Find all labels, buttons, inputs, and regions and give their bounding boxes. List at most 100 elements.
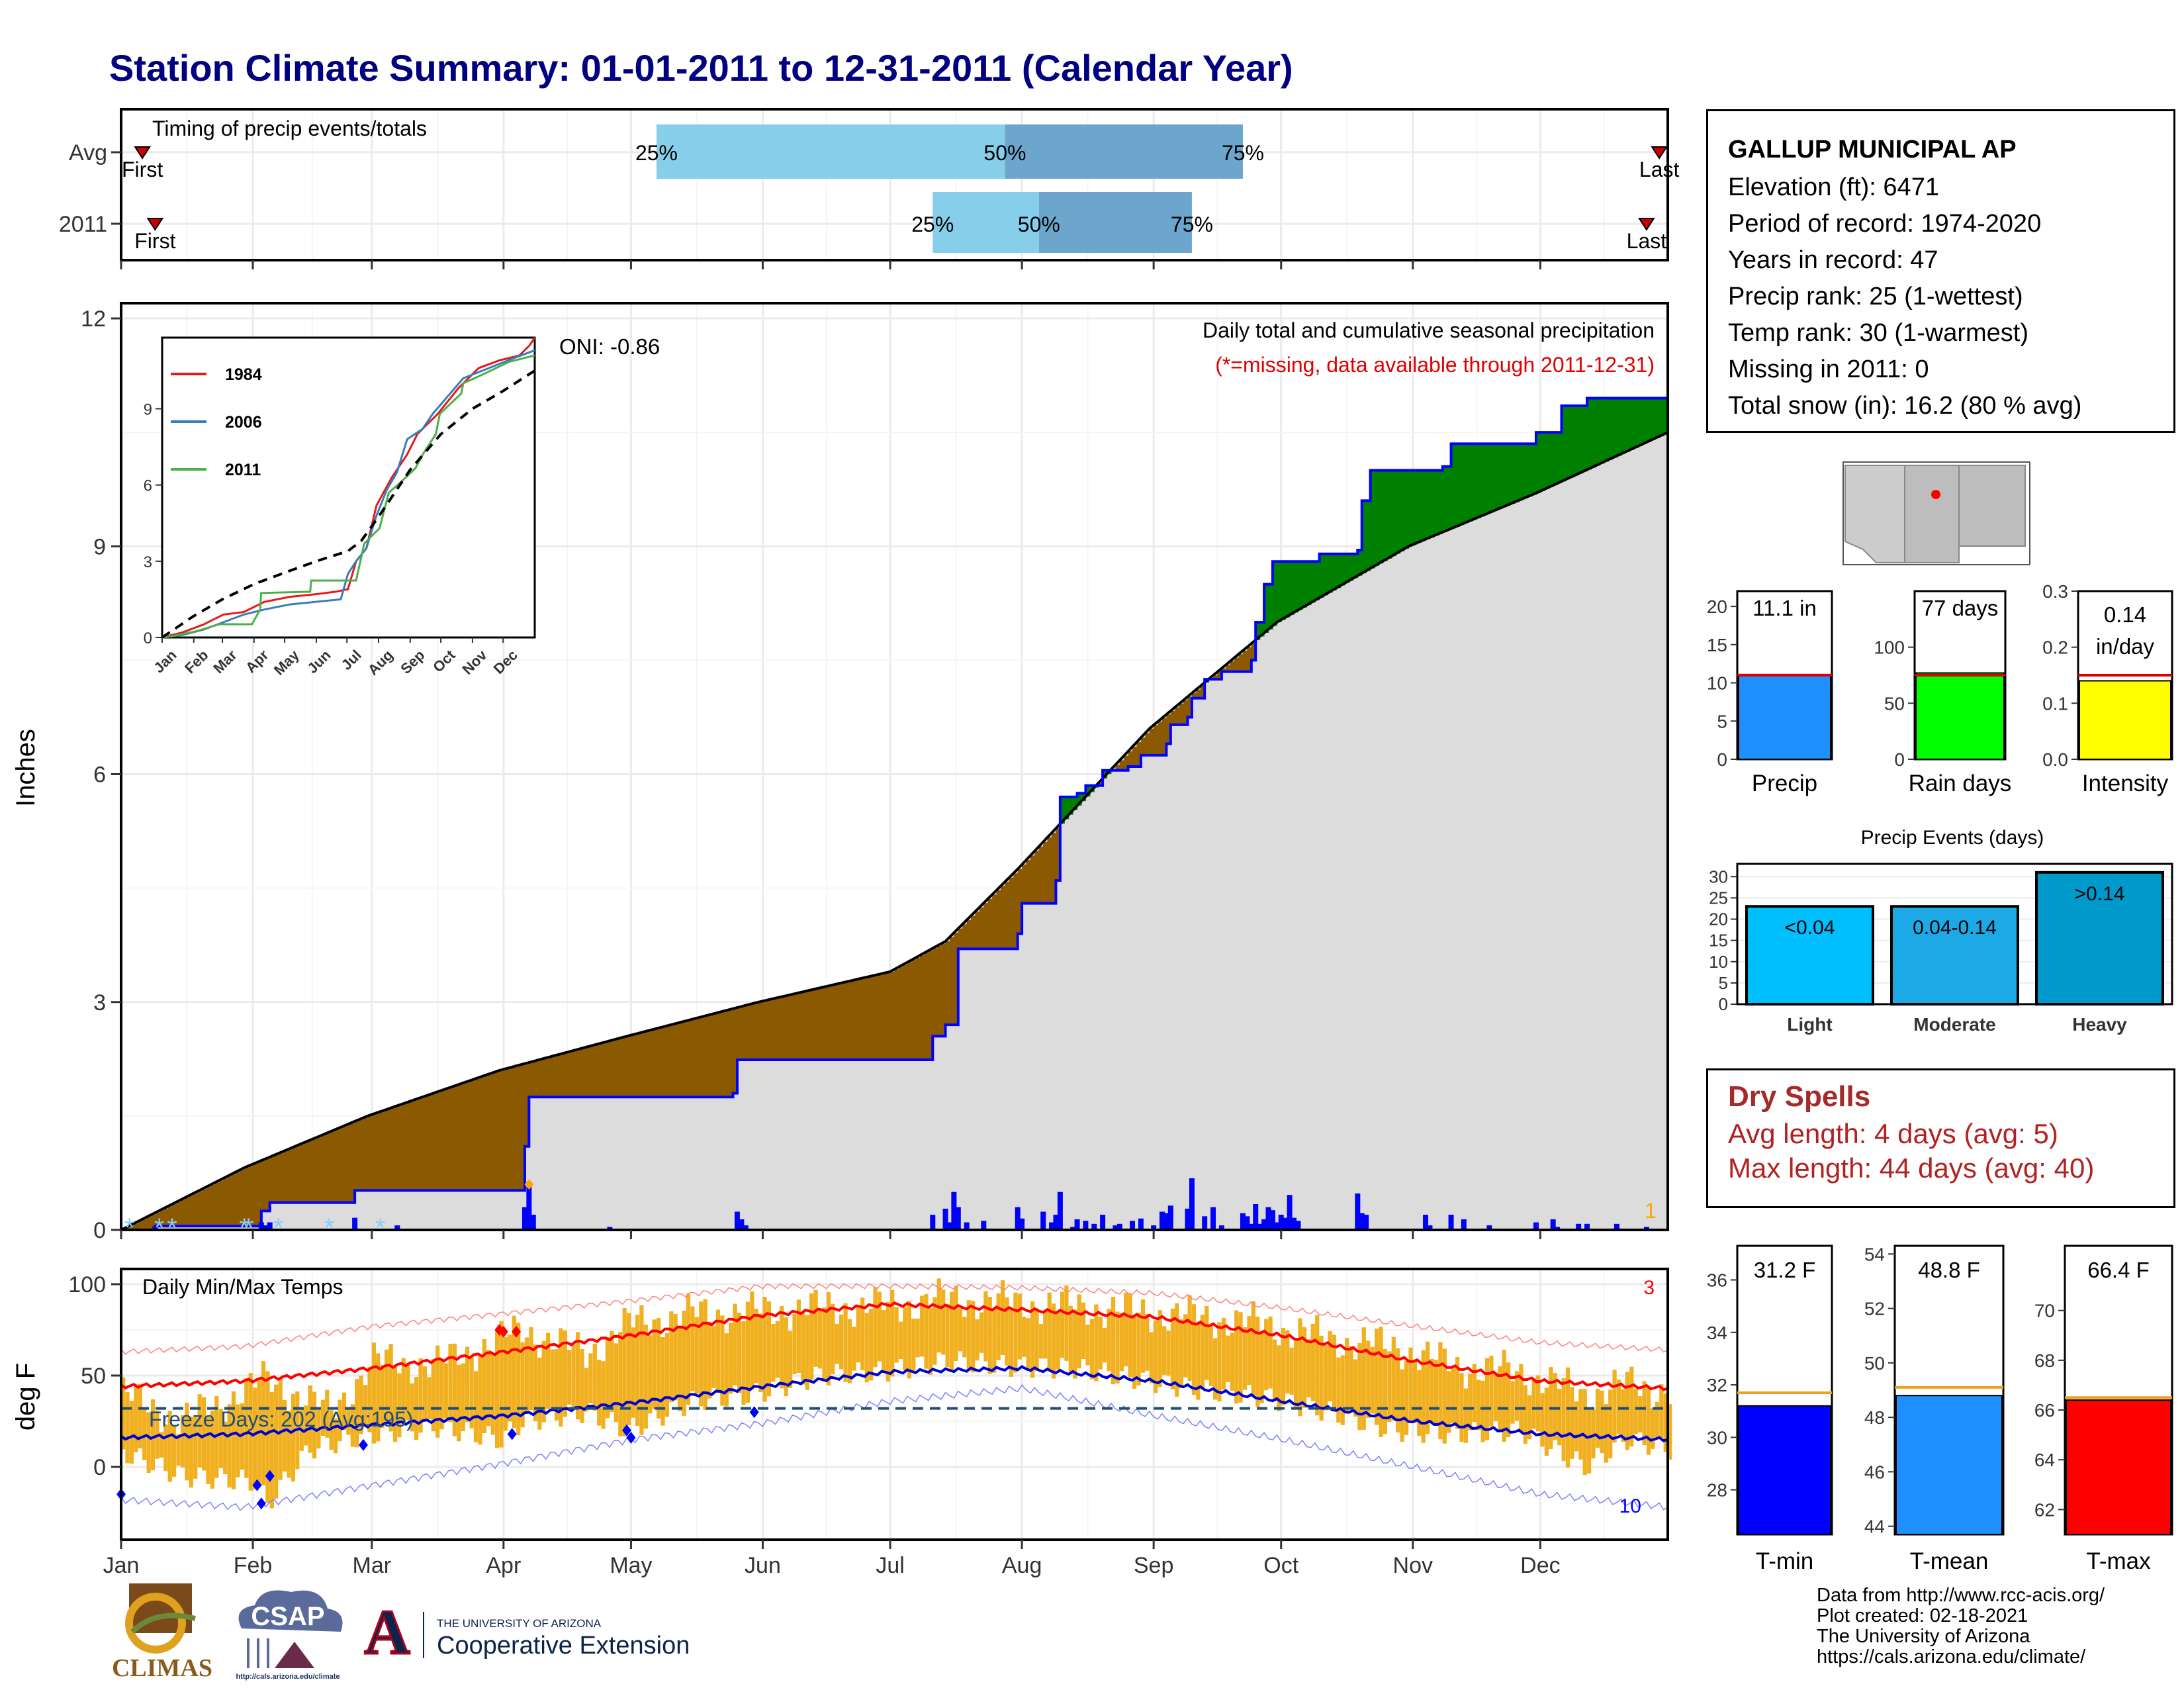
temp-range-bar-148 <box>745 1301 750 1403</box>
precip-diff-169 <box>835 984 840 1060</box>
temp-range-bar-301 <box>1396 1348 1400 1432</box>
temp-y-axis-label: deg F <box>11 1363 40 1430</box>
temp-range-bar-207 <box>996 1293 1001 1360</box>
info-missing: Missing in 2011: 0 <box>1728 355 1929 383</box>
precip-diff-280 <box>1306 561 1312 606</box>
precip-diff-125 <box>648 1031 653 1098</box>
station-info-box: GALLUP MUNICIPAL AP Elevation (ft): 6471… <box>1706 109 2175 433</box>
temp-range-bar-82 <box>465 1346 470 1423</box>
precip-diff-317 <box>1463 444 1469 524</box>
temp-range-bar-326 <box>1502 1349 1506 1442</box>
precip-diff-122 <box>635 1034 640 1098</box>
temp-range-bar-130 <box>669 1311 674 1403</box>
precip-diff-254 <box>1196 689 1201 698</box>
temp-range-bar-178 <box>873 1287 878 1368</box>
precip-diff-180 <box>882 973 887 1060</box>
precip-diff-25 <box>223 1178 228 1227</box>
precip-diff-175 <box>860 978 866 1060</box>
precip-diff-19 <box>197 1191 203 1227</box>
inset-x-tick-label-4: May <box>271 646 302 678</box>
precip-daily-bar-64 <box>1448 1215 1454 1230</box>
temp-range-bar-134 <box>686 1293 691 1405</box>
precip-diff-250 <box>1179 704 1184 725</box>
precip-daily-bar-34 <box>1130 1221 1136 1230</box>
temp-range-bar-157 <box>784 1317 788 1397</box>
precip-diff-39 <box>283 1151 287 1203</box>
precip-daily-bar-51 <box>1265 1207 1271 1230</box>
temp-range-bar-46 <box>312 1391 317 1459</box>
precip-daily-bar-37 <box>1159 1211 1165 1230</box>
timing-label-last-2011: Last <box>1627 229 1667 253</box>
precip-snow-marker-1: * <box>154 1213 165 1243</box>
temp-range-bar-345 <box>1582 1389 1587 1476</box>
precip-diff-153 <box>766 1000 772 1060</box>
temp-range-bar-205 <box>987 1297 992 1374</box>
precip-diff-160 <box>796 993 801 1060</box>
temp-range-bar-117 <box>614 1343 618 1423</box>
precip-diff-66 <box>397 1105 402 1191</box>
temp-range-bar-259 <box>1217 1322 1222 1402</box>
temp-range-bar-342 <box>1570 1387 1574 1459</box>
precip-diff-318 <box>1468 444 1473 522</box>
temp-range-bar-235 <box>1115 1311 1120 1383</box>
station-location-marker <box>1931 490 1940 499</box>
temp-range-bar-344 <box>1578 1389 1583 1460</box>
precip-diff-184 <box>898 966 903 1060</box>
precip-diff-202 <box>975 912 980 949</box>
temp-range-bar-1 <box>121 1377 126 1450</box>
precip-diff-209 <box>1005 882 1010 949</box>
precip-diff-99 <box>537 1060 543 1098</box>
temp-range-bar-185 <box>903 1307 907 1370</box>
precip-diff-138 <box>703 1016 708 1098</box>
precip-diff-47 <box>316 1137 322 1203</box>
precip-diff-258 <box>1213 675 1218 679</box>
temp-range-bar-138 <box>703 1299 707 1411</box>
temp-range-bar-85 <box>478 1356 482 1445</box>
precip-daily-bar-54 <box>1278 1215 1284 1230</box>
temp-range-bar-69 <box>410 1383 414 1432</box>
precip-diff-235 <box>1115 765 1120 771</box>
precip-diff-150 <box>754 1003 759 1060</box>
temp-record-min-line <box>120 1383 1668 1511</box>
info-years: Years in record: 47 <box>1728 246 1938 274</box>
precip-snow-marker-3: * <box>239 1213 250 1243</box>
temp-range-bar-109 <box>580 1349 584 1423</box>
temp-range-bar-35 <box>265 1371 270 1503</box>
precip-daily-bar-13 <box>743 1225 749 1230</box>
temp-range-bar-328 <box>1510 1381 1515 1424</box>
temp-range-bar-51 <box>334 1419 338 1454</box>
temp-range-bar-72 <box>422 1366 427 1420</box>
tempbar-category-T-mean: T-mean <box>1910 1548 1989 1574</box>
precip-diff-121 <box>631 1035 636 1098</box>
timing-frame <box>120 108 1669 261</box>
temp-range-bar-64 <box>388 1344 393 1432</box>
precip-diff-146 <box>737 1008 742 1060</box>
precip-diff-85 <box>478 1078 483 1191</box>
precip-diff-239 <box>1132 747 1137 767</box>
precip-diff-120 <box>627 1036 631 1098</box>
precip-diff-61 <box>376 1113 381 1191</box>
precip-diff-103 <box>554 1055 559 1098</box>
dry-spells-avg: Avg length: 4 days (avg: 5) <box>1728 1118 2058 1149</box>
precip-diff-173 <box>852 980 857 1060</box>
temp-range-bar-102 <box>550 1349 555 1409</box>
temp-range-bar-20 <box>202 1397 206 1471</box>
precip-cum-2011-line <box>121 387 1669 1231</box>
precip-diff-159 <box>792 994 797 1060</box>
precip-diff-279 <box>1302 561 1307 608</box>
temp-range-bar-214 <box>1026 1318 1030 1369</box>
events-y-tick-label-5: 25 <box>1709 888 1728 908</box>
temp-range-bar-24 <box>218 1409 223 1468</box>
inset-x-tick-label-0: Jan <box>150 647 179 676</box>
temp-range-bar-80 <box>457 1364 461 1442</box>
temp-range-bar-110 <box>584 1368 588 1412</box>
temp-range-bar-115 <box>605 1337 610 1419</box>
temp-range-bar-191 <box>928 1308 933 1375</box>
temp-range-bar-78 <box>448 1344 453 1423</box>
precip-diff-225 <box>1073 796 1078 810</box>
temp-range-bar-195 <box>945 1304 950 1368</box>
precip-diff-167 <box>826 986 831 1060</box>
precip-diff-137 <box>699 1017 704 1098</box>
temp-range-bar-95 <box>520 1342 525 1428</box>
